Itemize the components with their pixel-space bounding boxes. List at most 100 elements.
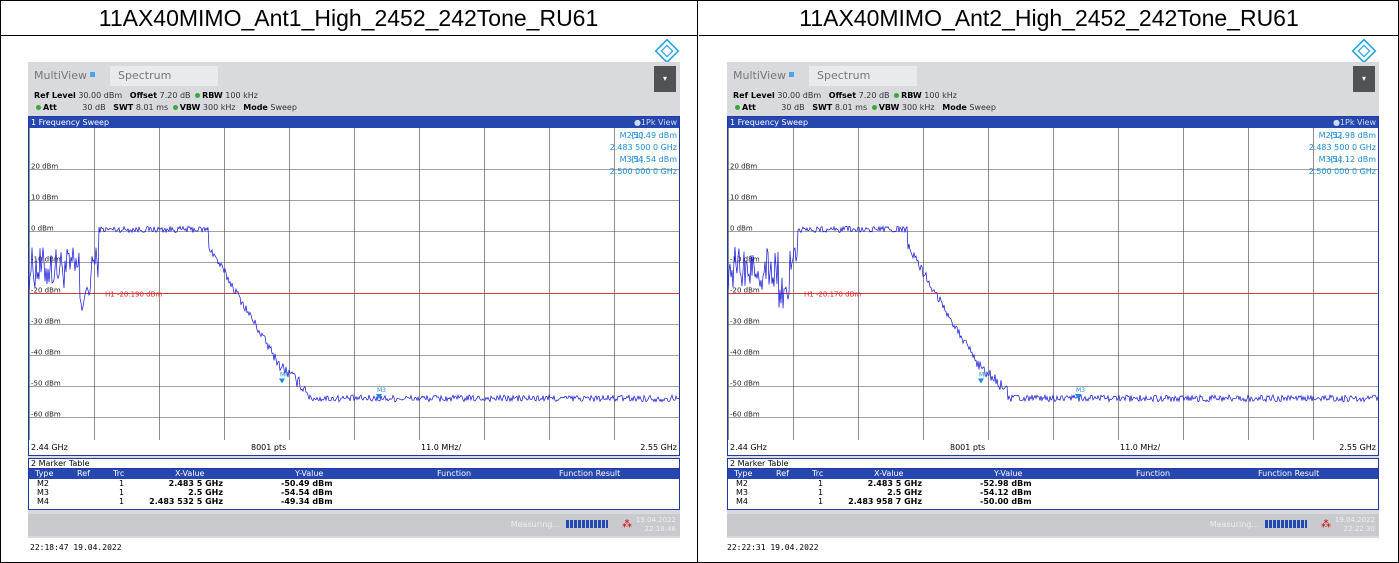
instrument-datetime: 19.04.2022 22:18:46 [635,516,676,533]
settings-bar: Ref Level 30.00 dBm Offset 7.20 dB RBW 1… [727,89,1379,117]
swt-value[interactable]: 8.01 ms [135,103,169,112]
tab-spectrum[interactable]: Spectrum [809,66,917,86]
col-ref: Ref [776,469,789,478]
col-trc: Trc [812,469,824,478]
table-row[interactable]: M2 1 2.483 5 GHz -52.98 dBm [728,479,1378,488]
y-tick-label: -40 dBm [730,349,760,357]
col-ref: Ref [77,469,90,478]
y-tick-label: -60 dBm [31,411,61,419]
offset-value[interactable]: 7.20 dB [858,91,890,100]
rs-logo-icon [1351,38,1377,64]
multiview-label[interactable]: MultiView [733,69,786,82]
multiview-indicator-icon [90,72,95,77]
spectrum-plot[interactable]: 20 dBm 10 dBm 0 dBm -10 dBm -20 dBm -30 dBm -4… [29,128,679,455]
multiview-label[interactable]: MultiView [34,69,87,82]
frequency-sweep-pane[interactable]: 1 Frequency Sweep ●1Pk View 20 dBm 10 dBm… [28,116,680,456]
row-x-value: 2.5 GHz [188,488,223,497]
ref-level-label: Ref Level [34,91,76,100]
att-value[interactable]: 30 dB [781,103,805,112]
status-bar: Measuring... ⁂ 19.04.2022 22:22:30 [727,514,1379,536]
y-tick-label: -20 dBm [31,287,61,295]
rs-logo-icon [654,38,680,64]
multiview-indicator-icon [789,72,794,77]
tab-spectrum[interactable]: Spectrum [110,66,218,86]
spectrum-trace [29,225,679,403]
y-tick-label: -40 dBm [31,349,61,357]
rbw-value[interactable]: 100 kHz [924,91,957,100]
capture-timestamp: 22:18:47 19.04.2022 [30,543,122,552]
offset-label: Offset [129,91,158,100]
pane-title: 1 Frequency Sweep [31,118,110,127]
y-tick-label: 20 dBm [730,163,757,171]
start-frequency: 2.44 GHz [730,443,767,452]
row-trc: 1 [119,488,125,497]
capture-timestamp: 22:22:31 19.04.2022 [727,543,819,552]
swt-label: SWT [812,103,833,112]
y-tick-label: 10 dBm [31,194,58,202]
ref-level-label: Ref Level [733,91,775,100]
marker-label: M4 [979,371,988,378]
table-row[interactable]: M4 1 2.483 532 5 GHz -49.34 dBm [29,497,679,506]
marker-triangle-icon[interactable] [978,378,984,384]
row-x-value: 2.483 532 5 GHz [149,497,223,506]
mode-value[interactable]: Sweep [270,103,297,112]
instrument-datetime: 19.04.2022 22:22:30 [1334,516,1375,533]
menu-button[interactable]: ▾ [1353,66,1375,92]
stop-frequency: 2.55 GHz [640,443,677,452]
marker-triangle-icon[interactable] [279,378,285,384]
marker-m2-value: -50.49 dBm [630,131,677,140]
measuring-status: Measuring... [1209,520,1259,529]
instrument-screen: MultiView Spectrum ▾ Ref Level 30.00 dBm… [28,62,680,538]
table-row[interactable]: M3 1 2.5 GHz -54.54 dBm [29,488,679,497]
warning-icon[interactable]: ⁂ [1321,519,1331,530]
marker-table: 2 Marker Table Type Ref Trc X-Value Y-Va… [727,458,1379,510]
mode-value[interactable]: Sweep [969,103,996,112]
swt-value[interactable]: 8.01 ms [834,103,868,112]
vbw-value[interactable]: 300 kHz [202,103,236,112]
row-type: M3 [37,488,49,497]
ref-level-value[interactable]: 30.00 dBm [777,91,822,100]
y-tick-label: -30 dBm [730,318,760,326]
panel-1: 11AX40MIMO_Ant1_High_2452_242Tone_RU61 M… [0,0,698,563]
panel-title: 11AX40MIMO_Ant2_High_2452_242Tone_RU61 [699,0,1399,36]
row-y-value: -49.34 dBm [281,497,333,506]
col-type: Type [734,469,753,478]
vbw-value[interactable]: 300 kHz [901,103,935,112]
menu-button[interactable]: ▾ [654,66,676,92]
spectrum-plot[interactable]: 20 dBm 10 dBm 0 dBm -10 dBm -20 dBm -30 dBm -4… [728,128,1378,455]
col-trc: Trc [113,469,125,478]
att-label: Att [43,103,57,112]
offset-value[interactable]: 7.20 dB [159,91,191,100]
col-function: Function [437,469,472,478]
table-row[interactable]: M4 1 2.483 958 7 GHz -50.00 dBm [728,497,1378,506]
table-row[interactable]: M3 1 2.5 GHz -54.12 dBm [728,488,1378,497]
coupled-dot-icon [894,93,900,98]
threshold-label: H1 -20.190 dBm [105,291,162,299]
coupled-dot-icon [172,105,178,110]
row-y-value: -54.12 dBm [980,488,1032,497]
sweep-points: 8001 pts [950,443,986,452]
table-row[interactable]: M2 1 2.483 5 GHz -50.49 dBm [29,479,679,488]
stop-frequency: 2.55 GHz [1339,443,1376,452]
frequency-sweep-pane[interactable]: 1 Frequency Sweep ●1Pk View 20 dBm 10 dBm… [727,116,1379,456]
col-x-value: X-Value [874,469,904,478]
sweep-points: 8001 pts [251,443,287,452]
marker-triangle-icon[interactable] [1075,393,1081,399]
coupled-dot-icon [871,105,877,110]
pane-title: 1 Frequency Sweep [730,118,809,127]
spectrum-trace [728,225,1378,403]
row-trc: 1 [818,497,824,506]
mode-label: Mode [243,103,268,112]
status-bar: Measuring... ⁂ 19.04.2022 22:18:46 [28,514,680,536]
warning-icon[interactable]: ⁂ [622,519,632,530]
marker-triangle-icon[interactable] [376,393,382,399]
row-y-value: -52.98 dBm [980,479,1032,488]
y-tick-label: 10 dBm [730,194,757,202]
y-tick-label: 0 dBm [730,225,753,233]
settings-bar: Ref Level 30.00 dBm Offset 7.20 dB RBW 1… [28,89,680,117]
ref-level-value[interactable]: 30.00 dBm [78,91,123,100]
col-type: Type [35,469,54,478]
rbw-value[interactable]: 100 kHz [225,91,258,100]
att-value[interactable]: 30 dB [82,103,106,112]
marker-m2-label: M2[1] [619,131,643,140]
